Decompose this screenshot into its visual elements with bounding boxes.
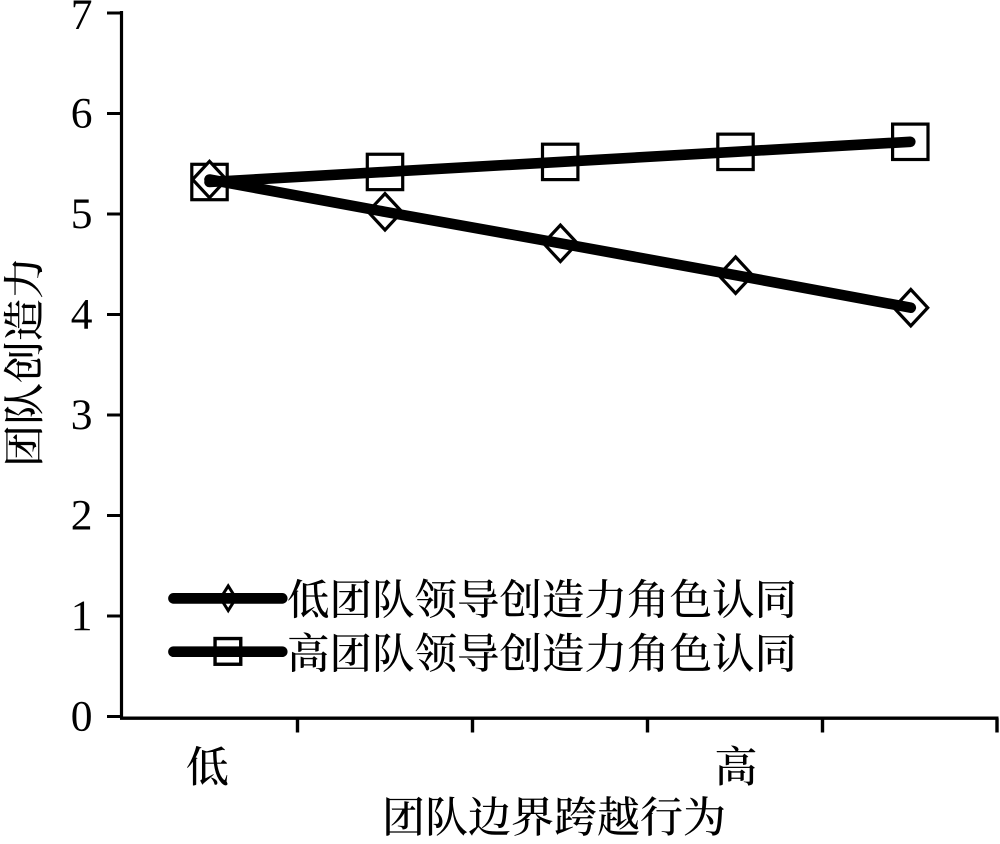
svg-text:7: 7 [71,0,93,39]
svg-text:6: 6 [71,90,93,138]
svg-text:0: 0 [71,693,93,741]
svg-text:2: 2 [71,492,93,540]
svg-text:3: 3 [71,391,93,439]
svg-text:4: 4 [71,291,93,339]
svg-text:5: 5 [71,190,93,238]
svg-text:1: 1 [71,592,93,640]
